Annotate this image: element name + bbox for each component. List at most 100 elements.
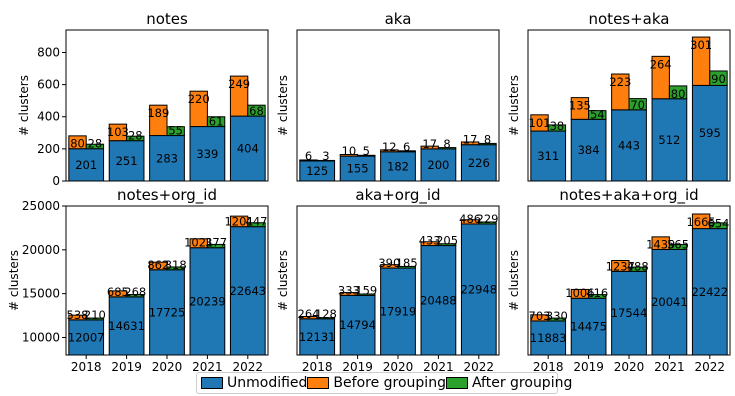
panel-5-label-after-2021: 205 (436, 234, 458, 248)
panel-4-label-before-2021: 1021 (184, 236, 213, 250)
panel-6-bar-before-2020 (611, 260, 630, 272)
panel-4-bar-before-2018 (68, 314, 87, 321)
panel-5-label-unmodified-2018: 12131 (299, 330, 336, 344)
panel-5-xtick-label-2020: 2020 (383, 360, 414, 374)
panel-5-label-after-2022: 229 (477, 212, 499, 226)
panel-4-bar-before-2019 (108, 290, 128, 298)
panel-5-bar-after-2018 (316, 317, 336, 320)
panel-5-ylabel: # clusters (276, 250, 290, 311)
panel-4-ylabel: # clusters (7, 250, 21, 311)
panel-4-label-unmodified-2020: 17725 (149, 305, 186, 319)
panel-3-bar-before-2020 (611, 73, 630, 111)
panel-1-label-before-2021: 220 (188, 92, 210, 106)
panel-4-bar-after-2018 (85, 317, 105, 321)
panel-4-label-after-2019: 268 (124, 285, 146, 299)
panel-3-frame (527, 29, 731, 182)
panel-3-label-unmodified-2019: 384 (578, 143, 600, 157)
panel-5-label-before-2018: 264 (298, 307, 320, 321)
panel-1-bar-before-2019 (108, 123, 128, 142)
panel-4-xtick-label-2019: 2019 (111, 360, 142, 374)
panel-6-bar-after-2021 (668, 244, 688, 250)
panel-6-bar-unmodified-2020 (611, 270, 647, 356)
panel-4-bar-before-2021 (189, 238, 208, 249)
panel-2-label-before-2018: 6 (305, 149, 312, 163)
panel-2-label-before-2019: 10 (342, 144, 357, 158)
panel-6-label-unmodified-2020: 17544 (611, 306, 648, 320)
panel-4-bar-after-2019 (126, 294, 145, 298)
panel-1-bar-unmodified-2018 (68, 148, 105, 182)
panel-2-bar-after-2022 (478, 142, 497, 146)
panel-4-label-unmodified-2019: 14631 (108, 319, 145, 333)
panel-4-bar-after-2021 (206, 243, 226, 249)
panel-1-ytick-label-1: 200 (37, 142, 60, 156)
panel-4-bar-unmodified-2019 (108, 296, 145, 356)
panel-1-bar-before-2018 (68, 135, 87, 150)
panel-5-label-after-2018: 128 (315, 307, 337, 321)
panel-6-xtick-label-2021: 2021 (654, 360, 685, 374)
panel-2-bar-unmodified-2019 (339, 155, 376, 182)
panel-5-xtick-label-2019: 2019 (342, 360, 373, 374)
legend-label-unmodified: Unmodified (227, 375, 308, 391)
panel-6-bar-after-2020 (628, 266, 647, 272)
panel-6-xtick-label-2022: 2022 (695, 360, 726, 374)
panel-1-label-after-2022: 68 (249, 104, 264, 118)
panel-3-bar-after-2022 (709, 70, 728, 86)
panel-4-label-unmodified-2021: 20239 (189, 294, 226, 308)
panel-2-ylabel: # clusters (276, 75, 290, 136)
panel-4-label-after-2022: 447 (246, 215, 268, 229)
panel-4-ytick-label-0: 10000 (22, 330, 60, 344)
panel-2-bar-unmodified-2022 (460, 144, 497, 182)
panel-3-label-after-2018: 38 (550, 119, 565, 133)
panel-3-ylabel: # clusters (507, 75, 521, 136)
panel-3-bar-before-2019 (570, 97, 590, 120)
panel-1-bar-after-2018 (85, 143, 105, 150)
panel-2-bar-unmodified-2020 (380, 151, 416, 182)
panel-6-bar-before-2021 (651, 236, 670, 250)
panel-5-label-before-2020: 390 (378, 256, 400, 270)
panel-5-label-unmodified-2019: 14794 (339, 318, 376, 332)
panel-5-label-after-2020: 185 (396, 256, 418, 270)
panel-1-label-before-2019: 103 (107, 125, 129, 139)
panel-1-label-after-2019: 28 (128, 129, 143, 143)
legend-label-after-grouping: After grouping (471, 375, 573, 391)
panel-5-label-unmodified-2020: 17919 (380, 305, 417, 319)
panel-3-bar-after-2021 (668, 85, 688, 100)
panel-1-label-before-2022: 249 (228, 77, 250, 91)
panel-5-frame (296, 205, 500, 356)
panel-6-bar-after-2018 (547, 317, 567, 322)
panel-6-label-unmodified-2022: 22422 (692, 285, 729, 299)
panel-3-bar-before-2022 (691, 36, 711, 86)
panel-2-label-after-2021: 8 (443, 137, 450, 151)
panel-5-title: aka+org_id (355, 186, 440, 205)
panel-2-label-after-2018: 3 (322, 149, 329, 163)
panel-1-bar-before-2020 (149, 104, 168, 137)
panel-3-title: notes+aka (589, 10, 670, 28)
panel-6-ylabel: # clusters (507, 250, 521, 311)
panel-2-label-unmodified-2018: 125 (306, 164, 328, 178)
panel-5-bar-after-2021 (437, 243, 457, 247)
panel-3-label-before-2021: 264 (650, 57, 672, 71)
panel-1-bar-after-2021 (206, 116, 226, 128)
panel-1-bar-before-2021 (189, 90, 208, 128)
panel-4-ytick-label-2: 20000 (22, 243, 60, 257)
panel-3-label-before-2018: 101 (529, 116, 551, 130)
panel-6-xtick-label-2020: 2020 (614, 360, 645, 374)
panel-4-label-unmodified-2022: 22643 (230, 284, 267, 298)
panel-1-bar-after-2022 (247, 104, 266, 117)
panel-4-frame (65, 205, 269, 356)
panel-3-label-after-2020: 70 (630, 98, 645, 112)
panel-3-bar-before-2018 (530, 114, 549, 132)
panel-6-label-before-2022: 1665 (686, 215, 715, 229)
panel-4-ytick-label-3: 25000 (22, 199, 60, 213)
panel-1-label-before-2020: 189 (147, 106, 169, 120)
panel-6-bar-after-2022 (709, 222, 728, 230)
panel-3-label-unmodified-2021: 512 (658, 133, 680, 147)
panel-1-label-before-2018: 80 (70, 137, 85, 151)
legend-swatch-unmodified (201, 377, 223, 389)
panel-4-bar-unmodified-2018 (68, 319, 105, 356)
legend-swatch-before-grouping (307, 377, 330, 389)
panel-6-bar-after-2019 (588, 294, 607, 299)
panel-3-label-before-2020: 223 (609, 75, 631, 89)
panel-6-label-before-2021: 1439 (646, 237, 675, 251)
panel-4-xtick-label-2022: 2022 (233, 360, 264, 374)
